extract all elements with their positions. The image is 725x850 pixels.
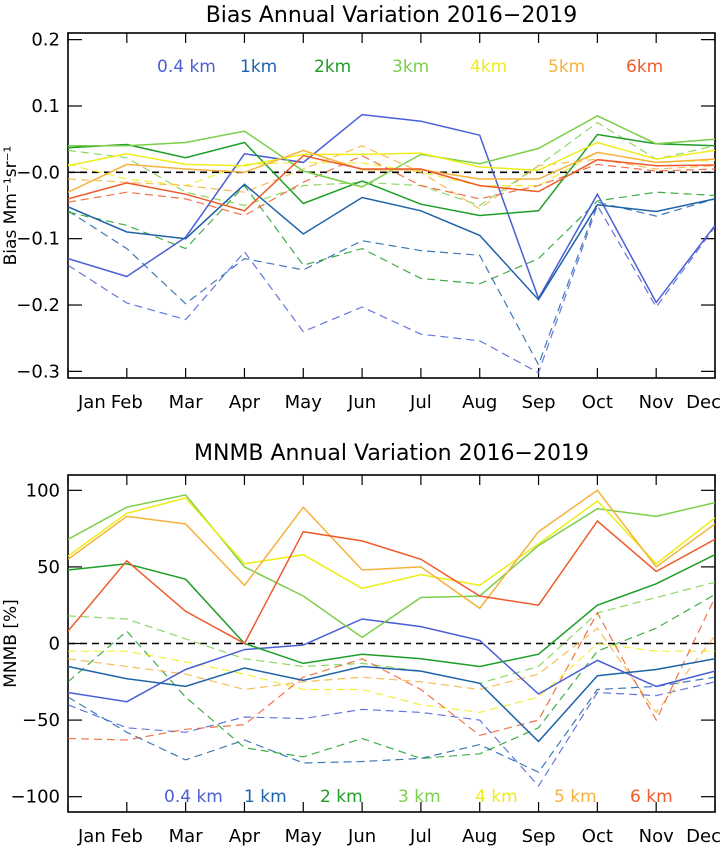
series-lines [68, 489, 715, 787]
x-tick-label: Nov [639, 826, 674, 847]
x-tick-label: Mar [169, 826, 204, 847]
legend: 0.4 km 1 km 2 km 3 km 4 km 5 km 6 km [164, 787, 673, 807]
series-line-dashed-2km [68, 593, 715, 760]
y-tick-label: −0.3 [16, 361, 60, 382]
y-tick-label: −50 [22, 710, 60, 731]
series-line-solid-0.4km [68, 618, 715, 703]
y-axis-label: Bias Mm⁻¹sr⁻¹ [1, 146, 21, 266]
x-tick-label: Apr [229, 392, 261, 413]
legend-entry: 1km [240, 57, 277, 77]
series-line-dashed-0.4km [68, 681, 715, 787]
x-tick-label: Jul [409, 826, 432, 847]
x-tick-label: Aug [462, 392, 497, 413]
legend-entry: 1 km [244, 787, 287, 807]
series-line-solid-2km [68, 133, 715, 217]
legend-entry: 6 km [630, 787, 673, 807]
series-line-solid-5km [68, 489, 715, 610]
legend-entry: 2 km [320, 787, 363, 807]
legend-entry: 2km [314, 57, 351, 77]
x-tick-label: May [285, 392, 323, 413]
series-line-dashed-0.4km [68, 204, 715, 374]
legend-entry: 3 km [398, 787, 441, 807]
y-tick-label: −0.2 [16, 295, 60, 316]
y-tick-label: 0.1 [31, 96, 60, 117]
x-tick-label: Jan [77, 826, 106, 847]
legend: 0.4 km 1km 2km 3km 4km 5km 6km [157, 57, 663, 77]
x-tick-label: Dec [686, 392, 721, 413]
plot-frame [67, 32, 716, 379]
y-tick-label: 100 [26, 480, 60, 501]
series-line-solid-6km [68, 154, 715, 212]
y-axis-label: MNMB [%] [1, 599, 21, 688]
series-line-solid-3km [68, 115, 715, 188]
x-tick-label: Jun [347, 392, 376, 413]
x-tick-label: Jun [347, 826, 376, 847]
series-line-solid-1km [68, 658, 715, 743]
legend-entry: 0.4 km [164, 787, 223, 807]
series-line-dashed-3km [68, 581, 715, 684]
series-line-dashed-3km [68, 121, 715, 207]
x-tick-label: Nov [639, 392, 674, 413]
y-tick-label: −0.1 [16, 229, 60, 250]
x-tick-label: Dec [686, 826, 721, 847]
series-line-dashed-1km [68, 676, 715, 773]
x-tick-label: Sep [522, 826, 556, 847]
x-tick-label: Oct [582, 826, 613, 847]
x-tick-label: Oct [582, 392, 613, 413]
y-tick-label: −0.0 [16, 162, 60, 183]
y-tick-label: 50 [37, 557, 60, 578]
x-tick-label: Jan [77, 392, 106, 413]
legend-entry: 3km [392, 57, 429, 77]
legend-entry: 5km [548, 57, 585, 77]
legend-entry: 5 km [554, 787, 597, 807]
y-tick-label: 0.2 [31, 30, 60, 51]
series-line-solid-2km [68, 554, 715, 668]
series-lines [68, 113, 715, 374]
legend-entry: 4km [470, 57, 507, 77]
x-tick-label: Feb [111, 392, 143, 413]
series-line-dashed-4km [68, 642, 715, 714]
x-tick-label: Aug [462, 826, 497, 847]
series-line-dashed-1km [68, 198, 715, 367]
series-line-solid-3km [68, 494, 715, 639]
legend-entry: 6km [626, 57, 663, 77]
x-tick-label: Mar [169, 392, 204, 413]
x-tick-label: May [285, 826, 323, 847]
legend-entry: 4 km [475, 787, 518, 807]
chart-panel-1: Bias Annual Variation 2016−2019 0.2 0.1 −0.… [1, 3, 721, 413]
series-line-solid-4km [68, 141, 715, 172]
series-line-solid-0.4km [68, 113, 715, 304]
series-line-dashed-5km [68, 627, 715, 714]
legend-entry: 0.4 km [157, 57, 216, 77]
y-tick-label: 0 [49, 634, 60, 655]
y-tick-label: −100 [11, 787, 60, 808]
series-line-solid-1km [68, 183, 715, 301]
series-line-solid-4km [68, 497, 715, 590]
x-tick-label: Feb [111, 826, 143, 847]
chart-title: MNMB Annual Variation 2016−2019 [194, 441, 589, 466]
series-line-solid-6km [68, 519, 715, 645]
x-tick-label: Sep [522, 392, 556, 413]
series-line-dashed-2km [68, 184, 715, 285]
chart-title: Bias Annual Variation 2016−2019 [206, 3, 578, 28]
series-line-dashed-6km [68, 597, 715, 741]
chart-panel-2: MNMB Annual Variation 2016−2019 100 50 0 −50… [1, 441, 721, 847]
x-tick-label: Jul [409, 392, 432, 413]
x-tick-label: Apr [229, 826, 261, 847]
